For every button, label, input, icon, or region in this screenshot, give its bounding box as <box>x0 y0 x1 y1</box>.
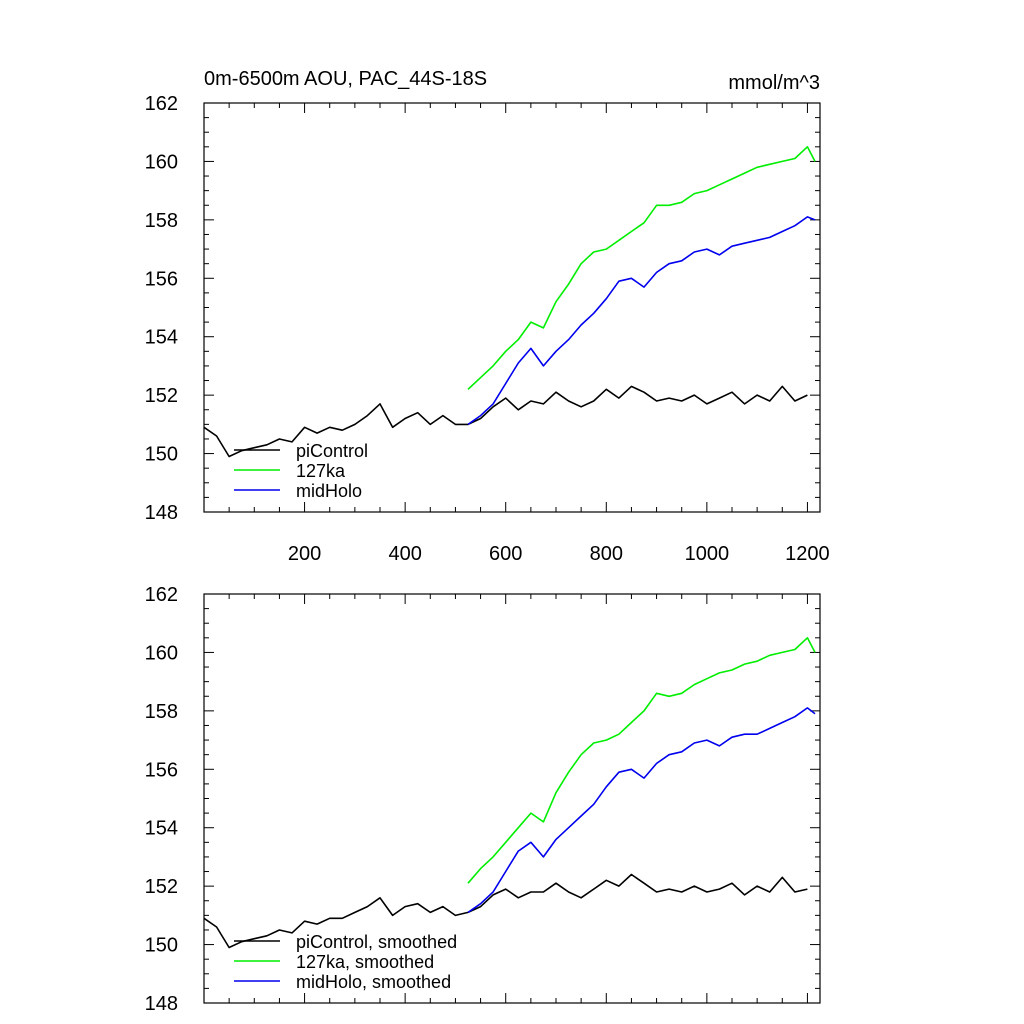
y-tick-label: 154 <box>145 327 178 349</box>
series-line-127ka <box>467 636 816 884</box>
y-tick-label: 150 <box>145 444 178 466</box>
legend-label: midHolo <box>296 481 362 501</box>
legend-label: piControl <box>296 441 368 461</box>
top-chart-panel: 148 150 152 154 156 158 160 162 200 400 600 800 1000… <box>145 68 830 565</box>
y-tick-label: 156 <box>145 268 178 290</box>
y-tick-label: 162 <box>145 93 178 115</box>
y-tick-label: 152 <box>145 876 178 898</box>
y-tick-label: 148 <box>145 993 178 1015</box>
series-line-midholo <box>467 707 816 914</box>
y-tick-label: 148 <box>145 502 178 524</box>
x-tick-label: 800 <box>590 543 623 565</box>
y-tick-label: 156 <box>145 759 178 781</box>
x-tick-label: 400 <box>388 543 421 565</box>
legend-label: 127ka, smoothed <box>296 952 434 972</box>
y-tick-label: 152 <box>145 385 178 407</box>
units-label: mmol/m^3 <box>728 72 820 94</box>
y-tick-label: 160 <box>145 642 178 664</box>
y-tick-label: 158 <box>145 701 178 723</box>
x-tick-label: 1200 <box>785 543 830 565</box>
y-tick-label: 154 <box>145 818 178 840</box>
chart-title: 0m-6500m AOU, PAC_44S-18S <box>204 68 487 90</box>
x-tick-label: 200 <box>288 543 321 565</box>
y-tick-label: 160 <box>145 151 178 173</box>
y-tick-label: 150 <box>145 935 178 957</box>
legend-label: 127ka <box>296 461 346 481</box>
y-tick-label: 162 <box>145 584 178 606</box>
series-line-127ka <box>467 146 816 390</box>
y-tick-label: 158 <box>145 210 178 232</box>
x-tick-label: 600 <box>489 543 522 565</box>
series-line-picontrol <box>203 873 808 949</box>
bottom-chart-panel: 148 150 152 154 156 158 160 162 piControl, smoot… <box>145 584 821 1015</box>
series-line-midholo <box>467 216 816 426</box>
series-line-picontrol <box>203 385 808 458</box>
legend-label: midHolo, smoothed <box>296 972 451 992</box>
legend-label: piControl, smoothed <box>296 932 457 952</box>
x-tick-label: 1000 <box>685 543 730 565</box>
